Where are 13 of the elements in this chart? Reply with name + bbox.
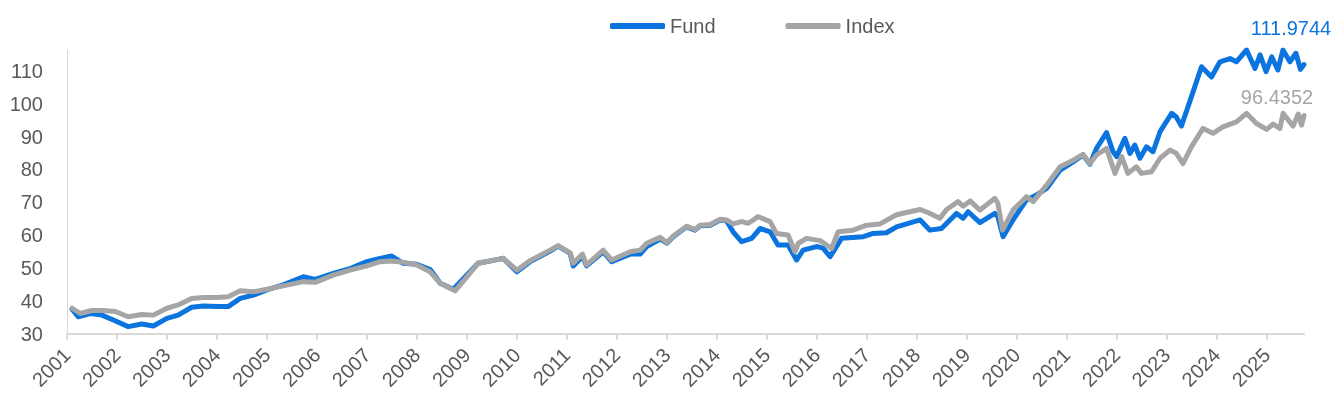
y-tick-label: 90 bbox=[20, 125, 43, 148]
y-tick-label: 30 bbox=[20, 322, 43, 345]
y-tick-label: 60 bbox=[20, 224, 43, 247]
y-tick-label: 50 bbox=[20, 256, 43, 279]
legend-label: Index bbox=[845, 15, 895, 37]
y-tick-label: 80 bbox=[20, 158, 43, 181]
y-tick-label: 110 bbox=[11, 60, 43, 82]
data-label: 111.9744 bbox=[1250, 16, 1332, 39]
data-label: 96.4352 bbox=[1240, 85, 1314, 108]
y-tick-label: 70 bbox=[20, 191, 43, 214]
legend-label: Fund bbox=[670, 15, 716, 37]
y-tick-label: 40 bbox=[20, 289, 43, 312]
y-tick-label: 100 bbox=[9, 92, 43, 115]
